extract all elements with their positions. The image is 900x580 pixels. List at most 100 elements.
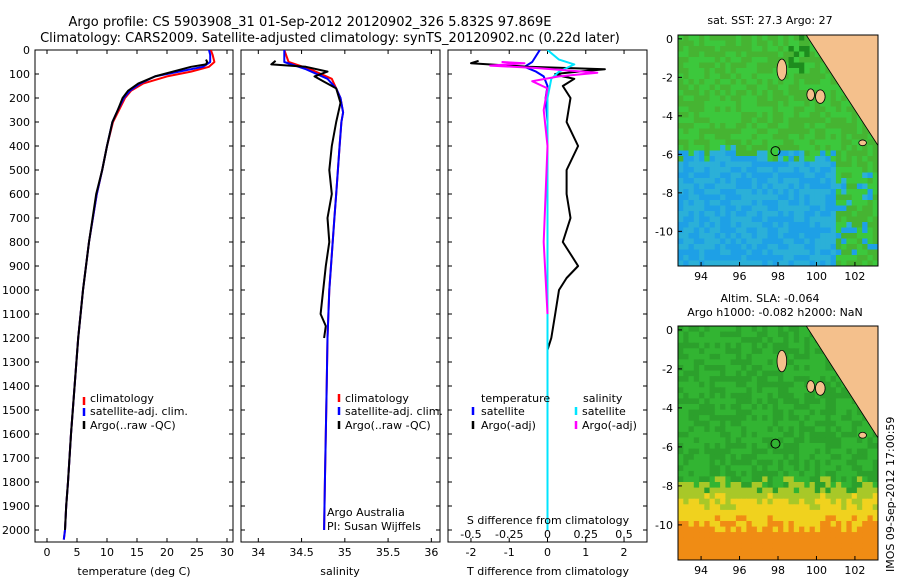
map-cell [804,106,811,113]
map-cell [762,40,769,47]
map-cell [704,90,711,97]
map-cell [762,515,769,522]
map-cell [772,255,779,262]
map-cell [809,62,816,69]
map-cell [841,476,848,483]
map-cell [799,194,805,201]
map-cell [820,117,826,124]
map-cell [720,46,726,53]
map-cell [825,128,832,135]
map-cell [788,370,795,377]
map-cell [872,454,878,461]
map-cell [830,123,837,130]
map-cell [772,431,779,439]
map-cell [709,409,716,416]
map-cell [767,476,774,483]
argo-australia-note: Argo Australia [327,506,405,519]
map-cell [725,431,732,439]
map-cell [862,222,869,229]
map-cell [709,554,716,560]
map-cell [867,161,874,168]
map-cell [772,454,779,461]
map-cell [814,227,821,234]
map-cell [793,426,800,433]
island [815,381,826,396]
map-cell [793,205,800,212]
map-cell [846,426,853,433]
map-cell [741,465,748,472]
map-cell [709,227,716,234]
map-cell [693,73,700,80]
map-cell [709,532,716,539]
map-cell [862,178,869,185]
map-cell [751,117,758,124]
map-cell [678,443,684,450]
map-cell [846,548,853,556]
map-cell [746,443,753,450]
map-cell [825,123,832,130]
map-cell [693,337,700,344]
map-cell [867,139,874,146]
map-cell [678,95,684,102]
map-cell [772,420,779,427]
map-cell [851,415,858,422]
map-cell [720,194,726,201]
map-cell [735,443,742,450]
map-cell [746,178,753,185]
map-cell [814,150,821,157]
map-cell [699,227,705,234]
map-cell [804,326,811,333]
map-cell [756,117,763,124]
map-cell [693,409,700,416]
map-cell [846,161,853,168]
map-cell [714,117,721,124]
map-cell [725,370,732,377]
map-cell [720,404,726,411]
map-cell [799,443,805,450]
map-cell [735,342,742,349]
map-cell [767,90,774,97]
map-cell [851,227,858,234]
map-cell [825,493,832,500]
map-cell [814,79,821,86]
map-cell [704,392,711,400]
map-cell [678,392,684,400]
map-cell [699,35,705,42]
map-cell [767,211,774,218]
map-cell [862,543,869,550]
map-cell [830,437,837,444]
map-cell [820,437,826,444]
depth-tick-label: 500 [9,164,30,177]
map-cell [867,194,874,201]
map-cell [678,526,684,533]
map-cell [778,448,784,455]
series-salinity-argo-adj- [489,61,599,315]
map-cell [709,73,716,80]
map-cell [862,205,869,212]
map-cell [851,409,858,416]
map-cell [793,51,800,58]
map-cell [735,183,742,190]
map-cell [799,222,805,229]
map-cell [846,431,853,439]
map-cell [804,255,811,262]
map-cell [830,398,837,405]
depth-tick-label: 1800 [2,476,30,489]
map-cell [678,376,684,383]
map-cell [772,532,779,539]
map-cell [746,415,753,422]
map-cell [714,46,721,53]
map-cell [704,101,711,108]
map-cell [683,554,690,560]
map-cell [683,117,690,124]
x-tick-label: -2 [465,546,476,559]
map-cell [778,370,784,377]
map-cell [762,326,769,333]
map-cell [867,515,874,522]
map-cell [714,123,721,130]
map-cell [756,409,763,416]
map-cell [835,145,842,152]
map-cell [846,454,853,461]
map-cell [735,51,742,58]
map-cell [678,370,684,377]
